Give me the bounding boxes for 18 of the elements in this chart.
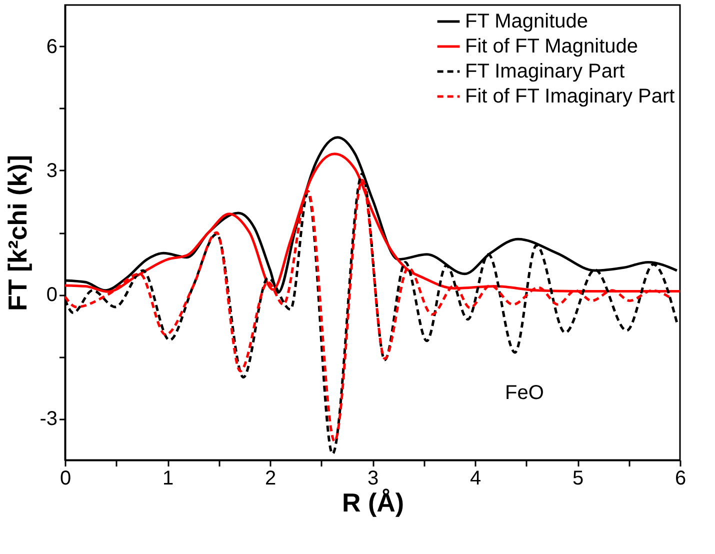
- x-tick-label: 3: [367, 468, 379, 490]
- x-tick-label: 1: [162, 468, 174, 490]
- x-tick-label: 6: [674, 468, 686, 490]
- legend-label: FT Magnitude: [465, 10, 588, 32]
- x-tick-label: 0: [60, 468, 72, 490]
- x-axis-title: R (Å): [342, 488, 404, 518]
- y-axis-title: FT [k²chi (k)]: [2, 155, 33, 311]
- legend-label: Fit of FT Imaginary Part: [465, 86, 676, 108]
- legend-label: Fit of FT Magnitude: [465, 36, 638, 58]
- x-tick-label: 5: [572, 468, 584, 490]
- y-tick-label: -3: [40, 408, 58, 430]
- x-tick-label: 4: [470, 468, 482, 490]
- legend-label: FT Imaginary Part: [465, 60, 626, 82]
- annotation: FeO: [505, 382, 544, 404]
- y-tick-label: 0: [46, 284, 58, 306]
- x-tick-label: 2: [264, 468, 276, 490]
- y-tick-label: 3: [46, 160, 58, 182]
- y-tick-label: 6: [46, 36, 58, 58]
